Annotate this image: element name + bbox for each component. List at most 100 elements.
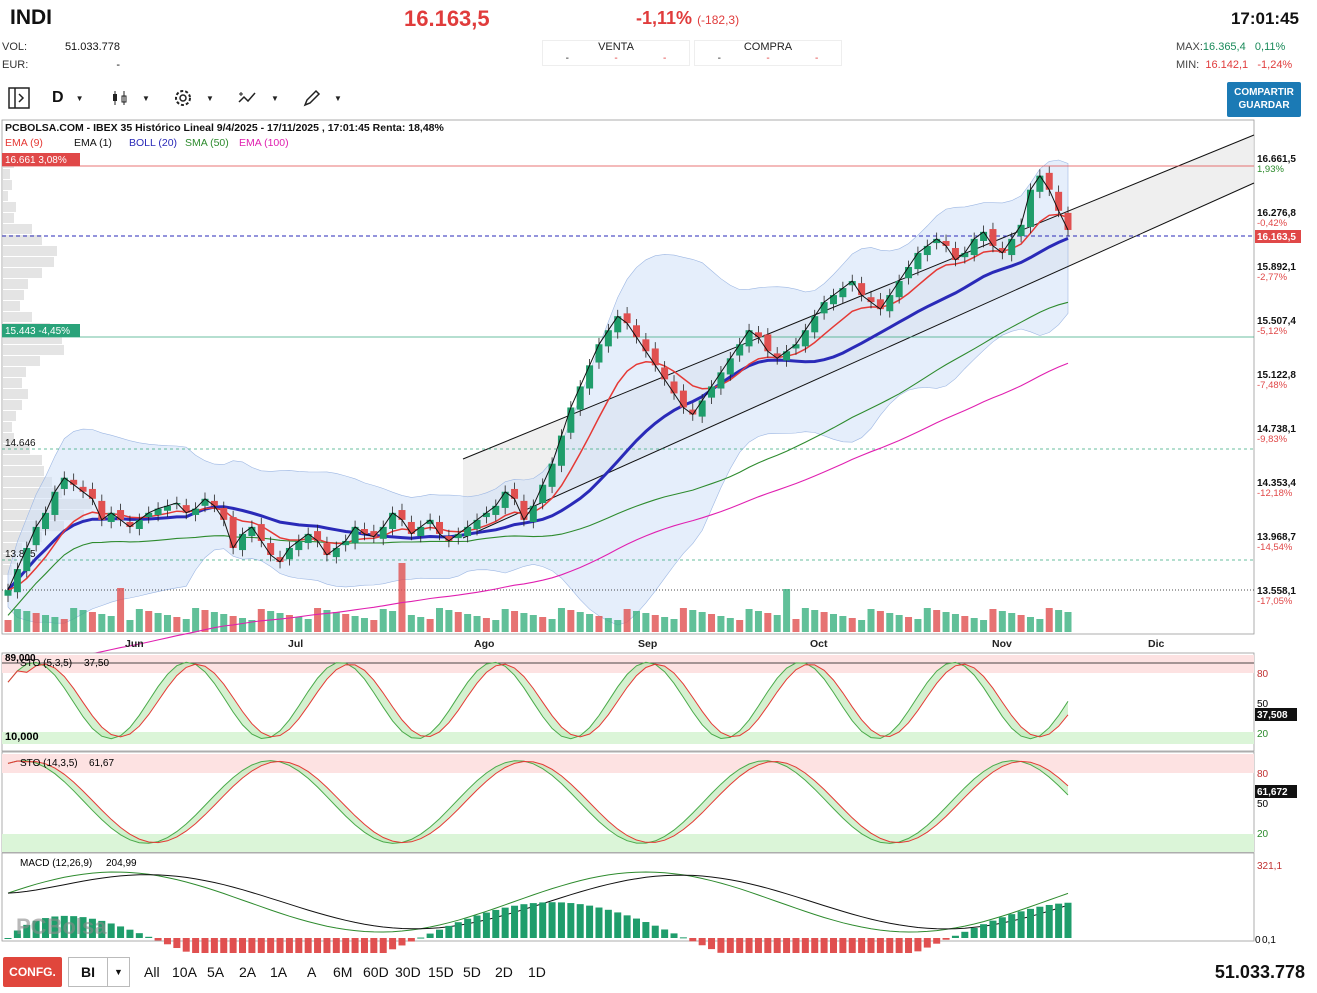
candle-body xyxy=(248,526,256,537)
indicators-dropdown[interactable]: ▼ xyxy=(237,86,279,110)
oscillator-k-line xyxy=(7,760,1069,844)
volume-profile-bar xyxy=(2,191,8,201)
range-button-2a[interactable]: 2A xyxy=(239,964,257,980)
oscillator-k-line xyxy=(7,661,1069,740)
legend-boll: BOLL (20) xyxy=(129,137,177,149)
month-label: Ago xyxy=(474,638,494,650)
volume-bar xyxy=(314,608,322,632)
volume-bar xyxy=(370,620,378,632)
level-label-a: 14.646 xyxy=(5,438,36,449)
compra-box: COMPRA - - - xyxy=(694,40,842,66)
range-button-15d[interactable]: 15D xyxy=(428,964,454,980)
candle-body xyxy=(792,344,800,349)
candle-body xyxy=(1036,175,1044,192)
volume-bar xyxy=(1008,613,1016,632)
volume-bar xyxy=(210,612,218,632)
macd-histogram-bar xyxy=(679,937,687,939)
range-button-60d[interactable]: 60D xyxy=(363,964,389,980)
sto1-tag-text: 37,508 xyxy=(1257,710,1288,721)
volume-profile-bar xyxy=(2,466,44,476)
candle-body xyxy=(88,488,96,499)
month-label: Jul xyxy=(288,638,303,650)
macd-histogram-bar xyxy=(389,938,397,950)
range-button-all[interactable]: All xyxy=(144,964,160,980)
sto1-lines xyxy=(7,661,1069,740)
macd-top-value: 321,1 xyxy=(1257,861,1282,872)
volume-bar xyxy=(135,609,143,632)
volume-bar xyxy=(98,614,106,632)
volume-bar xyxy=(229,616,237,632)
sidebar-toggle-button[interactable] xyxy=(7,86,31,110)
drawing-tools-dropdown[interactable]: ▼ xyxy=(302,86,342,110)
candle-body xyxy=(539,484,547,504)
volume-bar xyxy=(689,610,697,632)
macd-histogram-bar xyxy=(614,912,622,938)
range-button-1a[interactable]: 1A xyxy=(270,964,288,980)
legend-ema9: EMA (9) xyxy=(5,137,43,149)
sto2-tag xyxy=(1255,785,1297,798)
volume-bar xyxy=(482,618,490,632)
scale-select[interactable]: BI ▼ xyxy=(68,957,130,987)
candle-body xyxy=(323,543,331,555)
chart-area[interactable]: 16.661 3,08% 15.443 -4,45% 14.646 13.855… xyxy=(0,118,1317,953)
range-button-10a[interactable]: 10A xyxy=(172,964,197,980)
macd-histogram-bar xyxy=(201,938,209,953)
legend-ema1: EMA (1) xyxy=(74,137,112,149)
chevron-down-icon: ▼ xyxy=(107,958,129,986)
volume-bar xyxy=(1036,619,1044,632)
bottom-bar xyxy=(0,955,1317,993)
macd-histogram-bar xyxy=(407,938,415,942)
candle-body xyxy=(567,407,575,433)
macd-value: 204,99 xyxy=(106,858,137,869)
volume-bar xyxy=(745,609,753,632)
range-button-a[interactable]: A xyxy=(307,964,317,980)
settings-dropdown[interactable]: ▼ xyxy=(172,86,214,110)
macd-histogram-bar xyxy=(1036,906,1044,938)
range-button-30d[interactable]: 30D xyxy=(395,964,421,980)
macd-histogram-bar xyxy=(398,938,406,946)
candle-body xyxy=(304,533,312,544)
macd-histogram-bar xyxy=(980,924,988,938)
macd-histogram-bar xyxy=(417,937,425,939)
candle-body xyxy=(482,512,490,518)
candle-body xyxy=(632,325,640,338)
venta-label: VENTA xyxy=(598,41,634,53)
sto1-top-value: 89,000 xyxy=(5,653,36,664)
candle-body xyxy=(210,500,218,506)
price-axis-pct: -17,05% xyxy=(1257,596,1293,607)
chart-type-dropdown[interactable]: ▼ xyxy=(110,86,150,110)
sto1-label: STO (5,3,5) xyxy=(20,658,72,669)
candle-body xyxy=(501,491,509,508)
range-button-6m[interactable]: 6M xyxy=(333,964,353,980)
volume-bar xyxy=(801,608,809,632)
candle-body xyxy=(1055,191,1063,211)
save-label: GUARDAR xyxy=(1238,100,1290,111)
candle-body xyxy=(820,302,828,314)
macd-histogram-bar xyxy=(379,938,387,953)
volume-bar xyxy=(642,613,650,632)
macd-histogram-bar xyxy=(145,936,153,938)
range-button-2d[interactable]: 2D xyxy=(495,964,513,980)
eur-label: EUR: xyxy=(2,59,29,71)
range-button-1d[interactable]: 1D xyxy=(528,964,546,980)
macd-histogram-bar xyxy=(604,909,612,938)
month-label: Jun xyxy=(125,638,144,650)
candle-body xyxy=(951,248,959,260)
quote-header: INDI 16.163,5 -1,11% (-182,3) 17:01:45 V… xyxy=(0,0,1317,80)
range-button-5a[interactable]: 5A xyxy=(207,964,225,980)
candle-body xyxy=(783,351,791,361)
price-axis-value: 14.738,1 xyxy=(1257,424,1296,435)
volume-bar xyxy=(820,612,828,632)
price-axis-pct: -5,12% xyxy=(1257,326,1288,337)
range-button-5d[interactable]: 5D xyxy=(463,964,481,980)
bollinger-mid-line xyxy=(6,237,1069,592)
volume-bar xyxy=(42,615,50,632)
config-button[interactable]: CONFG. xyxy=(3,957,62,987)
candle-body xyxy=(764,334,772,352)
volume-bar xyxy=(754,611,762,632)
share-save-button[interactable]: COMPARTIR GUARDAR xyxy=(1227,82,1301,117)
candle-body xyxy=(192,508,200,515)
candle-body xyxy=(520,500,528,520)
volume-profile-bar xyxy=(2,213,14,223)
period-dropdown[interactable]: D ▼ xyxy=(52,86,83,110)
